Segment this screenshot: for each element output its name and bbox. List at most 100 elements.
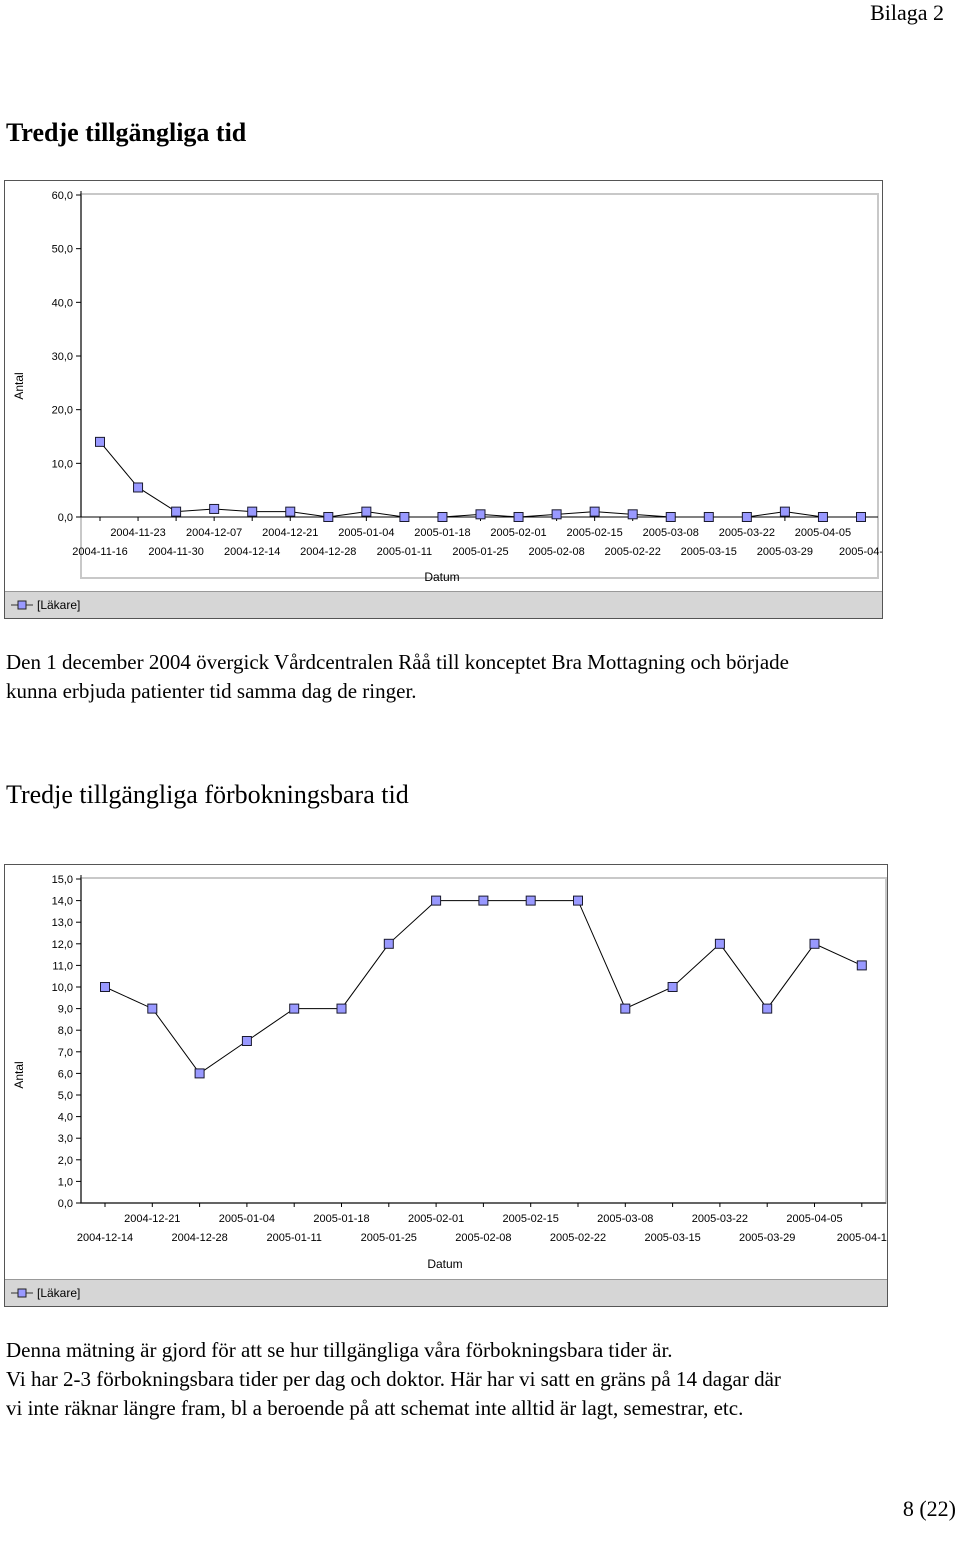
data-point (95, 436, 105, 447)
plot-frame (80, 877, 887, 1204)
data-point (399, 512, 410, 522)
x-tick-label: 2005-01-04 (219, 1213, 275, 1225)
paragraph-line: Vi har 2-3 förbokningsbara tider per dag… (6, 1367, 781, 1391)
x-tick-label: 2005-03-15 (644, 1232, 700, 1244)
x-tick-label: 2005-01-18 (313, 1213, 369, 1225)
chart2-plot: 0,0 1,0 2,0 3,0 4,0 5,0 6,0 7,0 8,0 9,0 10,0 11,0 12… (12, 874, 887, 1271)
y-tick-label: 0,0 (58, 1198, 73, 1210)
x-tick-label: 2005-03-15 (681, 546, 737, 558)
x-tick-label: 2005-01-18 (414, 527, 470, 539)
y-tick-label: 11,0 (52, 960, 73, 972)
chart2-legend-label: [Läkare] (37, 1286, 81, 1300)
data-point (437, 512, 448, 522)
data-point (147, 1003, 158, 1014)
paragraph-section1: Den 1 december 2004 övergick Vårdcentral… (6, 648, 789, 706)
x-tick-label: 2005-03-29 (757, 546, 813, 558)
data-point (289, 1003, 300, 1014)
x-tick-label: 2005-02-08 (528, 546, 584, 558)
x-tick-label: 2005-02-01 (408, 1213, 464, 1225)
y-tick-label: 40,0 (52, 297, 73, 309)
x-axis-label: Datum (427, 1257, 462, 1271)
y-tick-label: 5,0 (58, 1090, 73, 1102)
chart1-plot: 0,0 10,0 20,0 30,0 40,0 50,0 60,0 2004-11-16 200… (12, 190, 882, 584)
data-point (817, 512, 828, 522)
x-tick-label: 2005-01-04 (338, 527, 394, 539)
x-tick-label: 2004-12-07 (186, 527, 242, 539)
y-tick-label: 15,0 (52, 874, 73, 886)
page-number: 8 (22) (902, 1496, 956, 1521)
x-tick-label: 2004-12-14 (77, 1232, 133, 1244)
x-tick-label: 2004-12-14 (224, 546, 280, 558)
x-tick-label: 2004-11-30 (148, 546, 203, 558)
data-point (171, 506, 182, 517)
data-point (478, 895, 489, 906)
x-tick-label: 2005-03-29 (739, 1232, 795, 1244)
x-tick-label: 2005-04-1 (837, 1232, 887, 1244)
y-tick-label: 2,0 (58, 1155, 73, 1167)
y-tick-label: 4,0 (58, 1112, 73, 1124)
data-point (703, 512, 714, 522)
data-point (809, 938, 820, 949)
y-tick-label: 0,0 (58, 512, 73, 524)
x-tick-label: 2005-02-08 (455, 1232, 511, 1244)
data-point (779, 506, 790, 517)
data-point (551, 509, 562, 520)
legend-marker-icon (11, 1288, 33, 1298)
chart2-legend: [Läkare] (5, 1279, 887, 1306)
data-point (741, 512, 752, 522)
data-point (589, 506, 600, 517)
paragraph-line: kunna erbjuda patienter tid samma dag de… (6, 679, 417, 703)
x-tick-label: 2005-04-05 (786, 1213, 842, 1225)
x-tick-label: 2004-12-28 (171, 1232, 227, 1244)
chart-tredje-tillgangliga-tid: 0,0 10,0 20,0 30,0 40,0 50,0 60,0 2004-11-16 200… (4, 180, 883, 619)
data-point (209, 503, 220, 514)
y-axis-label: Antal (12, 372, 26, 399)
y-tick-label: 6,0 (58, 1068, 73, 1080)
paragraph-section2: Denna mätning är gjord för att se hur ti… (6, 1336, 781, 1423)
chart1-legend: [Läkare] (5, 591, 882, 618)
data-point (665, 512, 676, 522)
x-tick-label: 2005-04- (839, 546, 882, 558)
data-point (241, 1036, 252, 1046)
y-axis-label: Antal (12, 1061, 26, 1088)
data-point (323, 512, 334, 522)
data-point (247, 506, 258, 517)
x-tick-label: 2005-04-05 (795, 527, 851, 539)
y-tick-label: 7,0 (58, 1047, 73, 1059)
data-point (513, 512, 524, 522)
data-point (133, 482, 144, 493)
data-point (620, 1003, 631, 1014)
x-tick-label: 2005-02-15 (567, 527, 623, 539)
y-tick-label: 12,0 (52, 939, 73, 951)
y-tick-label: 60,0 (52, 190, 73, 202)
data-point (336, 1003, 347, 1014)
chart1-legend-label: [Läkare] (37, 598, 81, 612)
data-point (627, 509, 638, 520)
data-point (667, 982, 678, 992)
x-tick-label: 2005-01-25 (452, 546, 508, 558)
data-point (573, 895, 583, 906)
data-point (475, 509, 486, 520)
data-point (194, 1068, 205, 1079)
x-tick-label: 2005-03-22 (692, 1213, 748, 1225)
data-point (431, 895, 442, 906)
y-tick-label: 30,0 (52, 351, 73, 363)
data-point (856, 512, 866, 522)
data-point (285, 506, 296, 517)
y-tick-label: 13,0 (52, 917, 73, 929)
data-point (714, 938, 725, 949)
x-tick-label: 2005-02-22 (605, 546, 661, 558)
y-tick-label: 10,0 (52, 982, 73, 994)
x-tick-label: 2004-12-28 (300, 546, 356, 558)
x-tick-label: 2005-02-01 (490, 527, 546, 539)
x-tick-label: 2005-02-22 (550, 1232, 606, 1244)
data-point (762, 1003, 773, 1014)
heading-forbokningsbara-tid: Tredje tillgängliga förbokningsbara tid (6, 780, 409, 809)
data-point (361, 506, 372, 517)
data-point (525, 895, 536, 906)
x-tick-label: 2005-01-11 (266, 1232, 321, 1244)
x-tick-label: 2004-12-21 (124, 1213, 180, 1225)
x-tick-label: 2005-01-11 (377, 546, 432, 558)
y-tick-label: 50,0 (52, 244, 73, 256)
chart-forbokningsbara-tid: 0,0 1,0 2,0 3,0 4,0 5,0 6,0 7,0 8,0 9,0 10,0 11,0 12… (4, 864, 888, 1307)
